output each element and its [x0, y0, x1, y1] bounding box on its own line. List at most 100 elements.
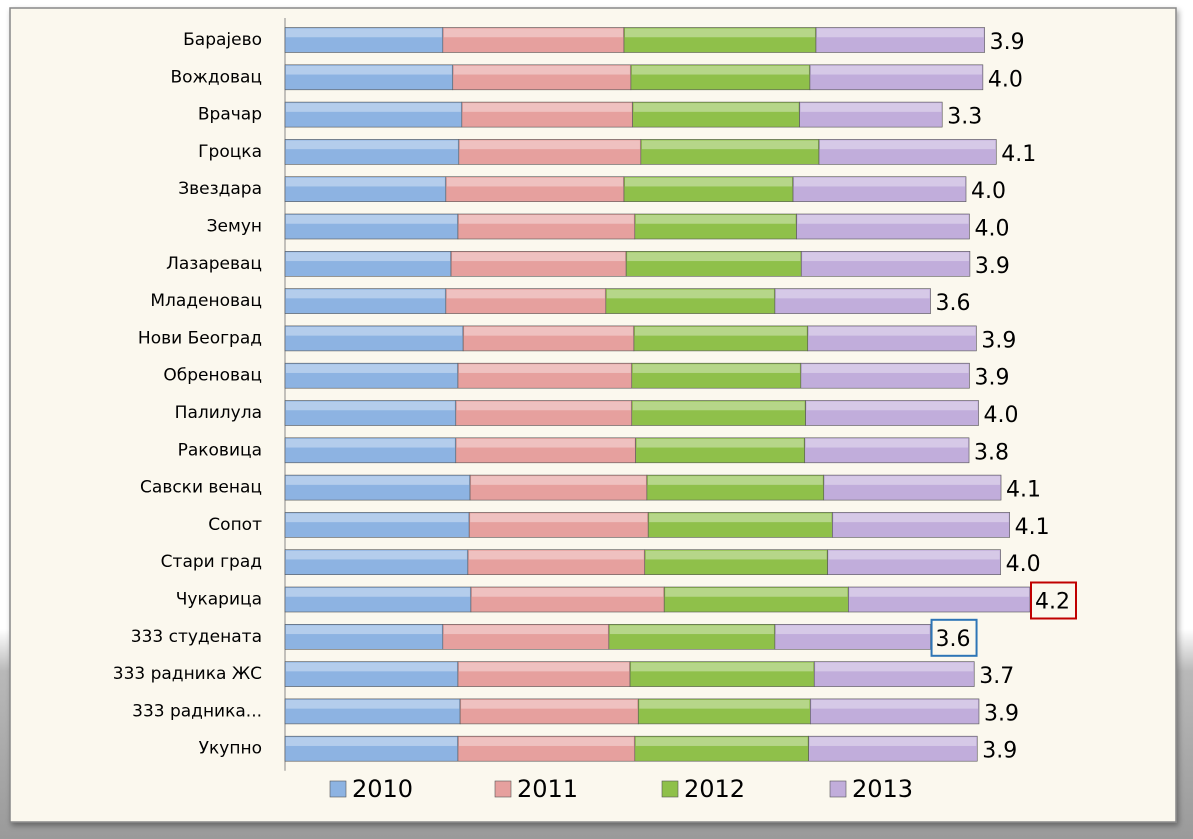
bar-shine	[631, 65, 809, 75]
bar-shine	[665, 588, 848, 597]
bar-shine	[458, 364, 631, 373]
bar-segment	[457, 735, 636, 762]
bar-segment	[633, 325, 809, 352]
bar-shine	[810, 65, 982, 75]
legend-swatch	[329, 780, 347, 798]
bar-shine	[649, 513, 832, 523]
value-label: 4.2	[1035, 590, 1070, 615]
value-label: 3.8	[974, 440, 1009, 465]
value-label: 3.9	[981, 328, 1016, 353]
bar-shine	[286, 252, 451, 262]
bar-shine	[794, 177, 966, 187]
bar-shine	[452, 252, 626, 262]
bar-segment	[631, 362, 802, 389]
value-label: 3.9	[974, 366, 1009, 391]
bar-segment	[815, 27, 985, 53]
category-label: Обреновац	[163, 366, 262, 386]
bar-shine	[456, 401, 631, 411]
category-label: Земун	[207, 217, 262, 237]
bar-segment	[796, 213, 970, 240]
bar-segment	[284, 362, 459, 389]
bar-shine	[443, 625, 608, 635]
bar-segment	[646, 474, 825, 501]
bar-segment	[792, 176, 967, 202]
bar-segment	[450, 251, 627, 277]
bar-segment	[637, 698, 811, 725]
bar-segment	[623, 176, 794, 202]
bar-shine	[641, 140, 818, 150]
bar-segment	[632, 101, 800, 128]
bar-segment	[827, 549, 1001, 576]
bar-shine	[800, 103, 942, 112]
bar-segment	[809, 64, 984, 91]
bar-segment	[284, 698, 461, 725]
bar-shine	[631, 662, 814, 672]
value-label: 4.1	[1006, 478, 1041, 503]
bar-segment	[800, 362, 970, 389]
bar-shine	[815, 662, 974, 672]
value-label: 3.9	[982, 739, 1017, 764]
bar-shine	[647, 476, 823, 485]
bar-shine	[446, 177, 623, 187]
value-label: 4.0	[984, 403, 1019, 428]
bar-shine	[809, 737, 977, 746]
bar-segment	[774, 623, 931, 650]
bar-shine	[286, 662, 457, 672]
highlight-box	[930, 618, 978, 657]
bar-shine	[635, 215, 796, 224]
legend-swatch	[829, 780, 847, 798]
bar-shine	[816, 28, 984, 38]
bar-segment	[625, 251, 802, 277]
value-label: 3.7	[979, 664, 1014, 689]
bar-shine	[808, 326, 976, 336]
category-label: Вождовац	[170, 67, 262, 87]
category-label: Чукарица	[176, 590, 262, 610]
bar-segment	[813, 661, 975, 687]
category-label: 333 студената	[131, 627, 262, 647]
bar-shine	[458, 737, 634, 746]
value-label: 3.6	[936, 291, 971, 316]
bar-shine	[459, 140, 640, 150]
category-label: Гроцка	[198, 142, 262, 162]
bar-shine	[461, 699, 638, 709]
legend-swatch	[494, 780, 512, 798]
bar-shine	[633, 103, 799, 112]
bar-shine	[453, 65, 630, 75]
legend-label: 2011	[517, 775, 578, 803]
bar-segment	[462, 325, 635, 352]
bar-shine	[609, 625, 774, 635]
bar-shine	[636, 438, 804, 448]
bar-segment	[445, 176, 625, 202]
bar-segment	[634, 735, 809, 762]
bar-segment	[629, 661, 815, 687]
bar-segment	[823, 474, 1002, 501]
bar-segment	[804, 437, 970, 464]
bar-shine	[286, 438, 455, 448]
bar-shine	[802, 252, 969, 262]
category-label: Стари град	[161, 552, 262, 572]
bar-segment	[284, 661, 459, 687]
bar-shine	[805, 438, 969, 448]
bar-shine	[775, 289, 930, 299]
value-label: 3.9	[984, 701, 1019, 726]
bar-segment	[467, 549, 646, 576]
bar-shine	[286, 103, 461, 112]
bar-shine	[632, 401, 805, 411]
bar-segment	[469, 474, 648, 501]
bar-segment	[818, 139, 997, 165]
value-label: 3.3	[947, 105, 982, 130]
bar-shine	[775, 625, 930, 635]
bar-segment	[459, 698, 639, 725]
bar-shine	[286, 513, 469, 523]
bar-shine	[446, 289, 605, 299]
category-label: Барајево	[183, 30, 262, 50]
category-label: Нови Београд	[138, 328, 262, 348]
bar-segment	[644, 549, 828, 576]
category-label: Раковица	[178, 440, 262, 460]
bar-shine	[456, 438, 635, 448]
bar-segment	[647, 512, 833, 538]
bar-segment	[468, 512, 649, 538]
bar-shine	[458, 215, 634, 224]
bar-shine	[833, 513, 1009, 523]
category-label: Врачар	[198, 105, 262, 125]
